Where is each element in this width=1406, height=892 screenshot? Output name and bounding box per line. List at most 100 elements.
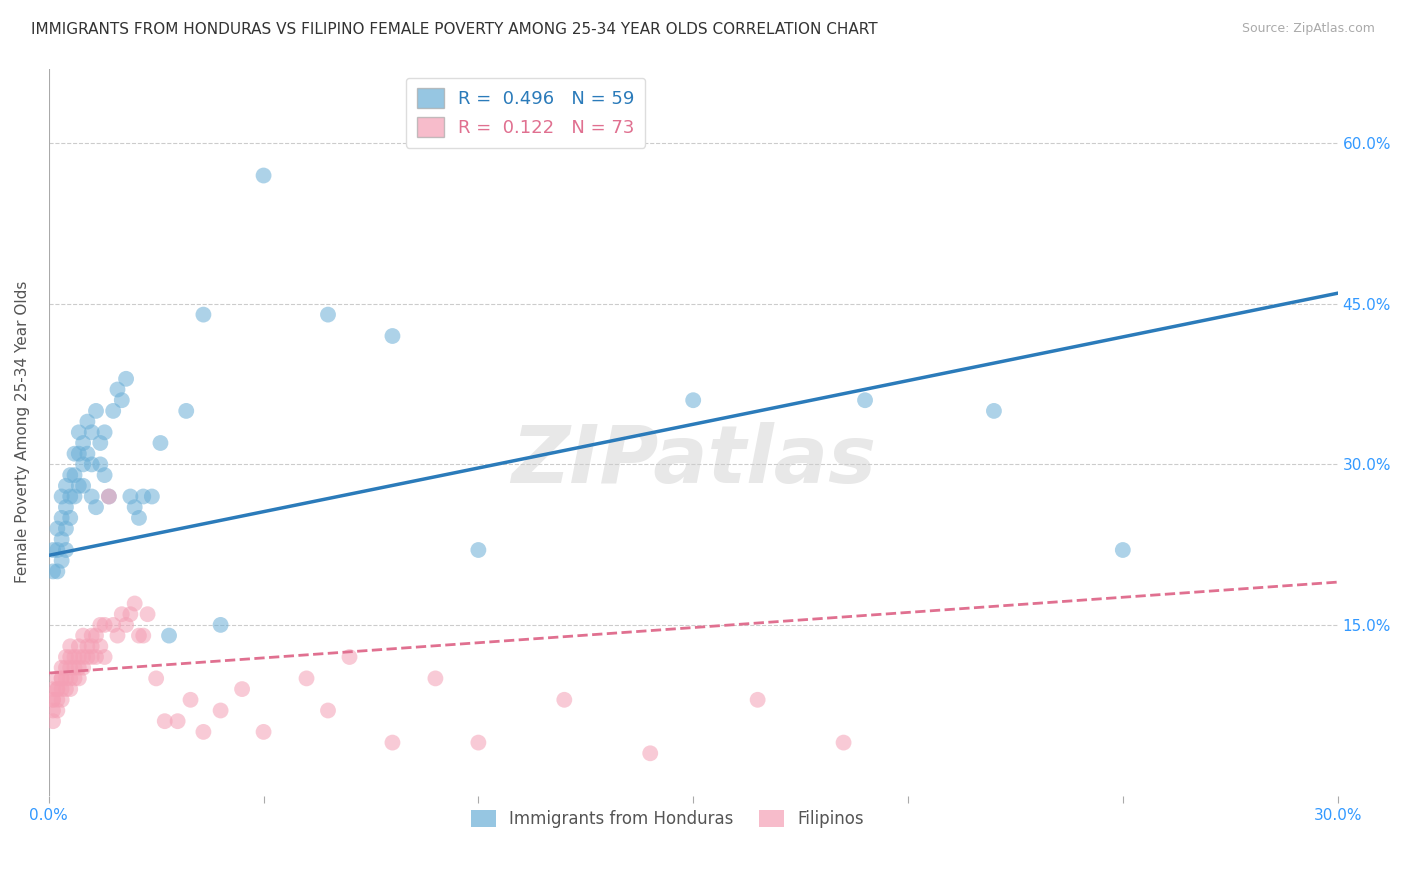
- Point: [132, 629, 155, 643]
- Point: [46, 682, 69, 697]
- Point: [42, 693, 65, 707]
- Point: [381, 736, 404, 750]
- Point: [84, 404, 107, 418]
- Point: [84, 629, 107, 643]
- Point: [983, 404, 1005, 418]
- Point: [136, 607, 159, 622]
- Point: [67, 479, 90, 493]
- Point: [80, 490, 103, 504]
- Point: [42, 682, 65, 697]
- Point: [1112, 543, 1135, 558]
- Point: [72, 661, 94, 675]
- Point: [55, 672, 77, 686]
- Point: [51, 490, 73, 504]
- Point: [59, 640, 82, 654]
- Text: IMMIGRANTS FROM HONDURAS VS FILIPINO FEMALE POVERTY AMONG 25-34 YEAR OLDS CORREL: IMMIGRANTS FROM HONDURAS VS FILIPINO FEM…: [31, 22, 877, 37]
- Point: [46, 522, 69, 536]
- Point: [231, 682, 253, 697]
- Point: [174, 404, 197, 418]
- Point: [120, 607, 142, 622]
- Point: [115, 618, 138, 632]
- Point: [381, 329, 404, 343]
- Point: [55, 522, 77, 536]
- Point: [59, 682, 82, 697]
- Point: [46, 693, 69, 707]
- Point: [166, 714, 188, 729]
- Point: [853, 393, 876, 408]
- Point: [128, 511, 150, 525]
- Point: [128, 629, 150, 643]
- Point: [111, 607, 134, 622]
- Point: [252, 725, 274, 739]
- Point: [93, 425, 115, 440]
- Point: [107, 383, 129, 397]
- Point: [55, 650, 77, 665]
- Point: [46, 672, 69, 686]
- Point: [76, 415, 98, 429]
- Point: [132, 490, 155, 504]
- Point: [72, 629, 94, 643]
- Point: [42, 704, 65, 718]
- Point: [80, 425, 103, 440]
- Point: [59, 672, 82, 686]
- Point: [63, 672, 86, 686]
- Point: [76, 447, 98, 461]
- Point: [97, 490, 120, 504]
- Point: [55, 682, 77, 697]
- Point: [89, 436, 111, 450]
- Point: [67, 672, 90, 686]
- Point: [51, 511, 73, 525]
- Point: [553, 693, 575, 707]
- Point: [63, 661, 86, 675]
- Point: [467, 736, 489, 750]
- Text: Source: ZipAtlas.com: Source: ZipAtlas.com: [1241, 22, 1375, 36]
- Point: [747, 693, 769, 707]
- Point: [115, 372, 138, 386]
- Point: [63, 447, 86, 461]
- Point: [51, 682, 73, 697]
- Point: [124, 597, 146, 611]
- Point: [84, 650, 107, 665]
- Point: [46, 682, 69, 697]
- Point: [339, 650, 361, 665]
- Point: [93, 468, 115, 483]
- Point: [80, 458, 103, 472]
- Point: [55, 479, 77, 493]
- Point: [149, 436, 172, 450]
- Point: [193, 725, 215, 739]
- Point: [295, 672, 318, 686]
- Point: [42, 693, 65, 707]
- Point: [42, 543, 65, 558]
- Point: [46, 543, 69, 558]
- Point: [67, 650, 90, 665]
- Point: [67, 661, 90, 675]
- Point: [111, 393, 134, 408]
- Point: [252, 169, 274, 183]
- Point: [72, 436, 94, 450]
- Point: [153, 714, 176, 729]
- Point: [89, 458, 111, 472]
- Point: [55, 500, 77, 515]
- Point: [682, 393, 704, 408]
- Point: [80, 629, 103, 643]
- Point: [67, 640, 90, 654]
- Point: [76, 650, 98, 665]
- Point: [42, 714, 65, 729]
- Point: [209, 704, 232, 718]
- Point: [80, 640, 103, 654]
- Point: [89, 618, 111, 632]
- Point: [46, 565, 69, 579]
- Point: [638, 746, 661, 760]
- Point: [51, 672, 73, 686]
- Text: ZIPatlas: ZIPatlas: [510, 423, 876, 500]
- Point: [93, 618, 115, 632]
- Point: [63, 468, 86, 483]
- Point: [51, 554, 73, 568]
- Point: [80, 650, 103, 665]
- Point: [51, 693, 73, 707]
- Point: [209, 618, 232, 632]
- Point: [59, 511, 82, 525]
- Point: [63, 650, 86, 665]
- Point: [425, 672, 447, 686]
- Point: [832, 736, 855, 750]
